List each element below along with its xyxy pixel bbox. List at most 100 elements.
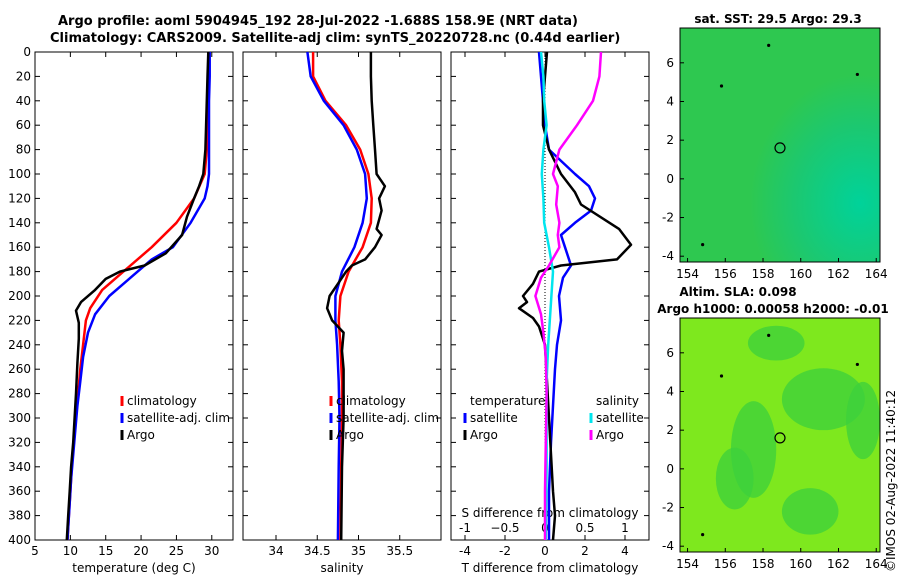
temperature-panel-ytick-label: 360 xyxy=(8,484,31,498)
sla-map-island-2 xyxy=(701,532,705,537)
sla-map-island-0 xyxy=(767,333,771,338)
sla-map-ytick-label: 0 xyxy=(666,462,674,476)
difference-legend-temperature-heading: temperature xyxy=(470,394,545,408)
sla-map-xtick-label: 154 xyxy=(676,557,699,571)
difference-top-xtick-label: -1 xyxy=(459,521,471,535)
sla-map-sla-patch-4 xyxy=(715,447,754,510)
difference-series-s-argo xyxy=(534,51,603,540)
temperature-panel-xtick-label: 10 xyxy=(63,544,78,558)
sla-map-xtick-label: 162 xyxy=(827,557,850,571)
temperature-panel-ytick-label: 280 xyxy=(8,387,31,401)
sst-map-ytick-label: 0 xyxy=(666,172,674,186)
salinity-panel-xtick-label: 34 xyxy=(268,544,283,558)
sst-map-xtick-label: 164 xyxy=(865,267,888,281)
sst-map-title: sat. SST: 29.5 Argo: 29.3 xyxy=(694,12,861,26)
salinity-legend-0-label: climatology xyxy=(336,394,406,408)
temperature-legend-0-label: climatology xyxy=(127,394,197,408)
temperature-panel-ytick-label: 320 xyxy=(8,435,31,449)
sla-map-xtick-label: 158 xyxy=(752,557,775,571)
sla-map-ytick-label: 2 xyxy=(666,423,674,437)
temperature-panel-ytick-label: 380 xyxy=(8,509,31,523)
temperature-panel-frame xyxy=(34,51,234,541)
difference-top-xtick-label: 1 xyxy=(621,521,629,535)
temperature-panel-xtick-label: 5 xyxy=(31,544,39,558)
temperature-panel-ytick-label: 220 xyxy=(8,313,31,327)
sst-map-ytick-label: 2 xyxy=(666,133,674,147)
temperature-panel-ytick-label: 200 xyxy=(8,289,31,303)
sst-map-field xyxy=(680,28,880,262)
salinity-panel-xtick-label: 35.5 xyxy=(386,544,413,558)
sla-map-island-1 xyxy=(855,362,859,367)
salinity-xlabel: salinity xyxy=(320,561,363,575)
sla-map-sla-patch-0 xyxy=(781,368,865,431)
salinity-series-satellite-adj-clim xyxy=(306,51,369,541)
sst-map-frame xyxy=(679,27,881,263)
sst-map-xtick-label: 160 xyxy=(789,267,812,281)
sst-map-xtick-label: 162 xyxy=(827,267,850,281)
salinity-series-argo xyxy=(325,52,387,541)
temperature-panel-ytick-label: 80 xyxy=(16,143,31,157)
sst-map-ytick-label: 6 xyxy=(666,56,674,70)
sla-map-frame xyxy=(679,317,881,553)
sst-map-xtick-label: 154 xyxy=(676,267,699,281)
sst-map-ytick-label: -4 xyxy=(662,249,674,263)
temperature-panel-ytick-label: 240 xyxy=(8,338,31,352)
difference-panel-xtick-label: 2 xyxy=(581,544,589,558)
temperature-panel-ytick-label: 120 xyxy=(8,191,31,205)
sla-map-title-line1: Altim. SLA: 0.098 xyxy=(679,285,796,299)
sst-map-ytick-label: -2 xyxy=(662,211,674,225)
temperature-panel-xtick-label: 30 xyxy=(204,544,219,558)
temperature-panel-ytick-label: 100 xyxy=(8,167,31,181)
sst-map-xtick-label: 156 xyxy=(714,267,737,281)
difference-legend-s-satellite-label: satellite xyxy=(596,411,644,425)
difference-panel-xtick-label: -2 xyxy=(499,544,511,558)
temperature-panel-ytick-label: 400 xyxy=(8,533,31,547)
sst-map-island-2 xyxy=(701,242,705,247)
difference-panel-xtick-label: 0 xyxy=(541,544,549,558)
sla-map-sla-patch-2 xyxy=(781,488,839,535)
temperature-legend-1-label: satellite-adj. clim xyxy=(127,411,230,425)
sla-map-xtick-label: 160 xyxy=(789,557,812,571)
sla-map-island-3 xyxy=(719,374,724,378)
salinity-legend-2-label: Argo xyxy=(336,428,364,442)
temperature-xlabel: temperature (deg C) xyxy=(72,561,195,575)
salinity-panel-xtick-label: 35 xyxy=(351,544,366,558)
sla-map-sla-patch-5 xyxy=(846,381,880,460)
temperature-panel-ytick-label: 340 xyxy=(8,460,31,474)
temperature-panel-ytick-label: 0 xyxy=(23,45,31,59)
difference-xlabel: T difference from climatology xyxy=(461,561,639,575)
temperature-panel-ytick-label: 140 xyxy=(8,216,31,230)
temperature-panel-ytick-label: 300 xyxy=(8,411,31,425)
sla-map-title-line2: Argo h1000: 0.00058 h2000: -0.01 xyxy=(657,302,888,316)
sst-map-island-3 xyxy=(719,84,724,88)
temperature-panel-xtick-label: 15 xyxy=(98,544,113,558)
difference-panel-xtick-label: 4 xyxy=(621,544,629,558)
salinity-legend-1-label: satellite-adj. clim xyxy=(336,411,439,425)
salinity-series-climatology xyxy=(311,52,373,541)
salinity-panel-xtick-label: 34.5 xyxy=(304,544,331,558)
sla-map-argo-marker xyxy=(774,432,786,444)
sla-map-sla-patch-3 xyxy=(747,325,805,361)
temperature-panel-ytick-label: 40 xyxy=(16,94,31,108)
sst-map-island-0 xyxy=(767,43,771,48)
temperature-panel-ytick-label: 180 xyxy=(8,265,31,279)
difference-panel-xtick-label: -4 xyxy=(459,544,471,558)
sla-map-xtick-label: 164 xyxy=(865,557,888,571)
temperature-legend-2-label: Argo xyxy=(127,428,155,442)
sla-map-xtick-label: 156 xyxy=(714,557,737,571)
temperature-panel-ytick-label: 20 xyxy=(16,69,31,83)
temperature-panel-xtick-label: 20 xyxy=(133,544,148,558)
temperature-panel-ytick-label: 260 xyxy=(8,362,31,376)
sla-map-ytick-label: -2 xyxy=(662,501,674,515)
difference-legend-s-argo-label: Argo xyxy=(596,428,624,442)
difference-legend-t-satellite-label: satellite xyxy=(470,411,518,425)
difference-series-t-argo xyxy=(517,51,633,541)
difference-top-xtick-label: 0.5 xyxy=(575,521,594,535)
figure-title-line1: Argo profile: aoml 5904945_192 28-Jul-20… xyxy=(58,14,578,29)
temperature-panel-ytick-label: 60 xyxy=(16,118,31,132)
copyright-stamp: ©IMOS 02-Aug-2022 11:40:12 xyxy=(884,389,898,572)
sla-map-ytick-label: -4 xyxy=(662,539,674,553)
sla-map-ytick-label: 6 xyxy=(666,346,674,360)
sla-map-ytick-label: 4 xyxy=(666,384,674,398)
